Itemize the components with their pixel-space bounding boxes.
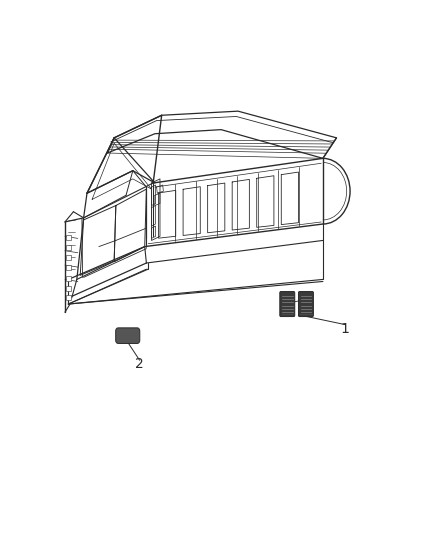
Text: 1: 1 [340, 322, 350, 336]
Bar [66, 265, 71, 270]
Bar [66, 286, 71, 291]
FancyBboxPatch shape [280, 292, 295, 317]
Bar [66, 255, 71, 260]
FancyBboxPatch shape [116, 328, 140, 343]
Bar [66, 235, 71, 240]
FancyBboxPatch shape [298, 292, 314, 317]
Bar [66, 295, 71, 301]
Bar [66, 276, 71, 281]
Bar [66, 245, 71, 250]
Text: 2: 2 [135, 358, 144, 372]
